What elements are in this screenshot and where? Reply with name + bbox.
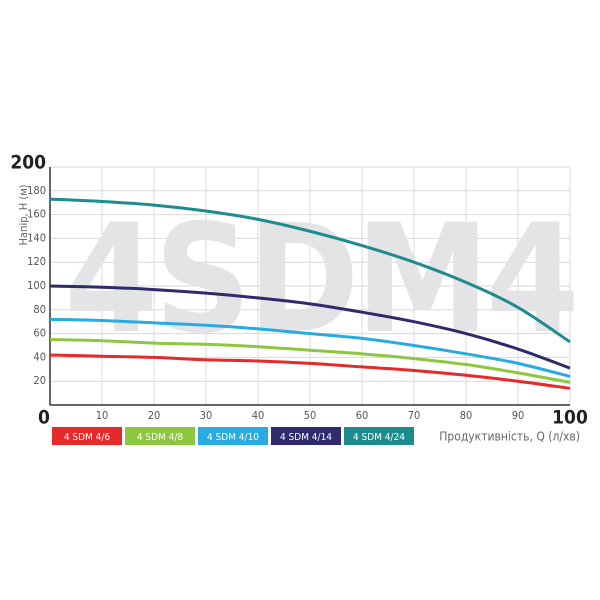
legend-label: 4 SDM 4/24 — [353, 432, 405, 443]
x-tick-label: 90 — [512, 409, 525, 422]
y-tick-label: 160 — [27, 208, 46, 221]
y-tick-label: 120 — [27, 255, 46, 268]
legend-label: 4 SDM 4/6 — [64, 432, 111, 443]
legend-swatch — [52, 427, 122, 445]
x-axis-label: Продуктивність, Q (л/хв) — [439, 430, 580, 444]
y-tick-label: 20 — [33, 374, 46, 387]
y-tick-label: 40 — [33, 350, 46, 363]
x-tick-label: 60 — [356, 409, 369, 422]
y-axis-label: Напір, H (м) — [17, 184, 30, 245]
x-tick-label: 50 — [304, 409, 317, 422]
x-tick-label: 30 — [200, 409, 213, 422]
legend-label: 4 SDM 4/8 — [137, 432, 184, 443]
x-tick-label: 70 — [408, 409, 421, 422]
y-tick-label: 100 — [27, 279, 46, 292]
legend-swatch — [344, 427, 414, 445]
series-line — [49, 317, 571, 378]
legend-swatch — [198, 427, 268, 445]
series-line — [49, 338, 571, 384]
x-tick-label: 20 — [148, 409, 161, 422]
legend-label: 4 SDM 4/14 — [280, 432, 332, 443]
x-tick-label: 100 — [552, 407, 588, 429]
series-line — [49, 353, 571, 390]
x-tick-label: 40 — [252, 409, 265, 422]
x-tick-label: 80 — [460, 409, 473, 422]
legend-label: 4 SDM 4/10 — [207, 432, 259, 443]
x-tick-label: 10 — [96, 409, 109, 422]
y-tick-label: 200 — [10, 152, 46, 174]
legend-swatch — [271, 427, 341, 445]
y-tick-label: 80 — [33, 303, 46, 316]
series-line — [49, 197, 571, 344]
x-tick-label: 0 — [38, 407, 50, 429]
y-tick-label: 60 — [33, 327, 46, 340]
legend-swatch — [125, 427, 195, 445]
series-line — [49, 284, 571, 370]
y-tick-label: 140 — [27, 231, 46, 244]
watermark: 4SDM4 — [64, 193, 575, 367]
y-tick-label: 180 — [27, 184, 46, 197]
